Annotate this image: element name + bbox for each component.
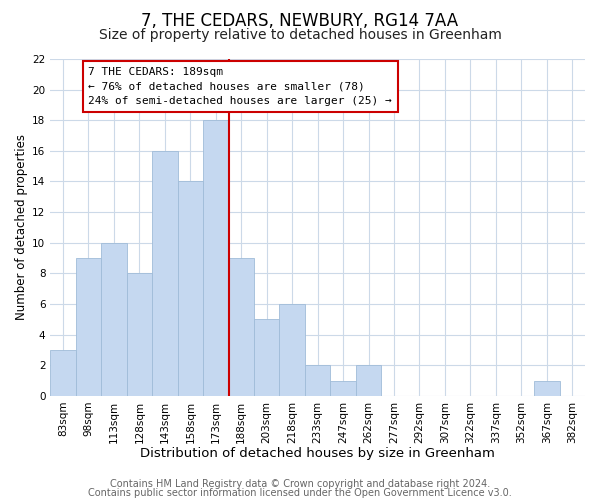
Text: Size of property relative to detached houses in Greenham: Size of property relative to detached ho…	[98, 28, 502, 42]
Y-axis label: Number of detached properties: Number of detached properties	[15, 134, 28, 320]
Text: 7 THE CEDARS: 189sqm
← 76% of detached houses are smaller (78)
24% of semi-detac: 7 THE CEDARS: 189sqm ← 76% of detached h…	[88, 66, 392, 106]
Text: Contains public sector information licensed under the Open Government Licence v3: Contains public sector information licen…	[88, 488, 512, 498]
Bar	[76, 258, 101, 396]
Bar	[50, 350, 76, 396]
Bar	[254, 320, 280, 396]
Bar	[101, 242, 127, 396]
Bar	[203, 120, 229, 396]
Text: Contains HM Land Registry data © Crown copyright and database right 2024.: Contains HM Land Registry data © Crown c…	[110, 479, 490, 489]
Bar	[305, 365, 331, 396]
Bar	[152, 151, 178, 396]
Text: 7, THE CEDARS, NEWBURY, RG14 7AA: 7, THE CEDARS, NEWBURY, RG14 7AA	[142, 12, 458, 30]
Bar	[331, 380, 356, 396]
Bar	[178, 182, 203, 396]
Bar	[534, 380, 560, 396]
X-axis label: Distribution of detached houses by size in Greenham: Distribution of detached houses by size …	[140, 447, 495, 460]
Bar	[280, 304, 305, 396]
Bar	[356, 365, 381, 396]
Bar	[127, 274, 152, 396]
Bar	[229, 258, 254, 396]
